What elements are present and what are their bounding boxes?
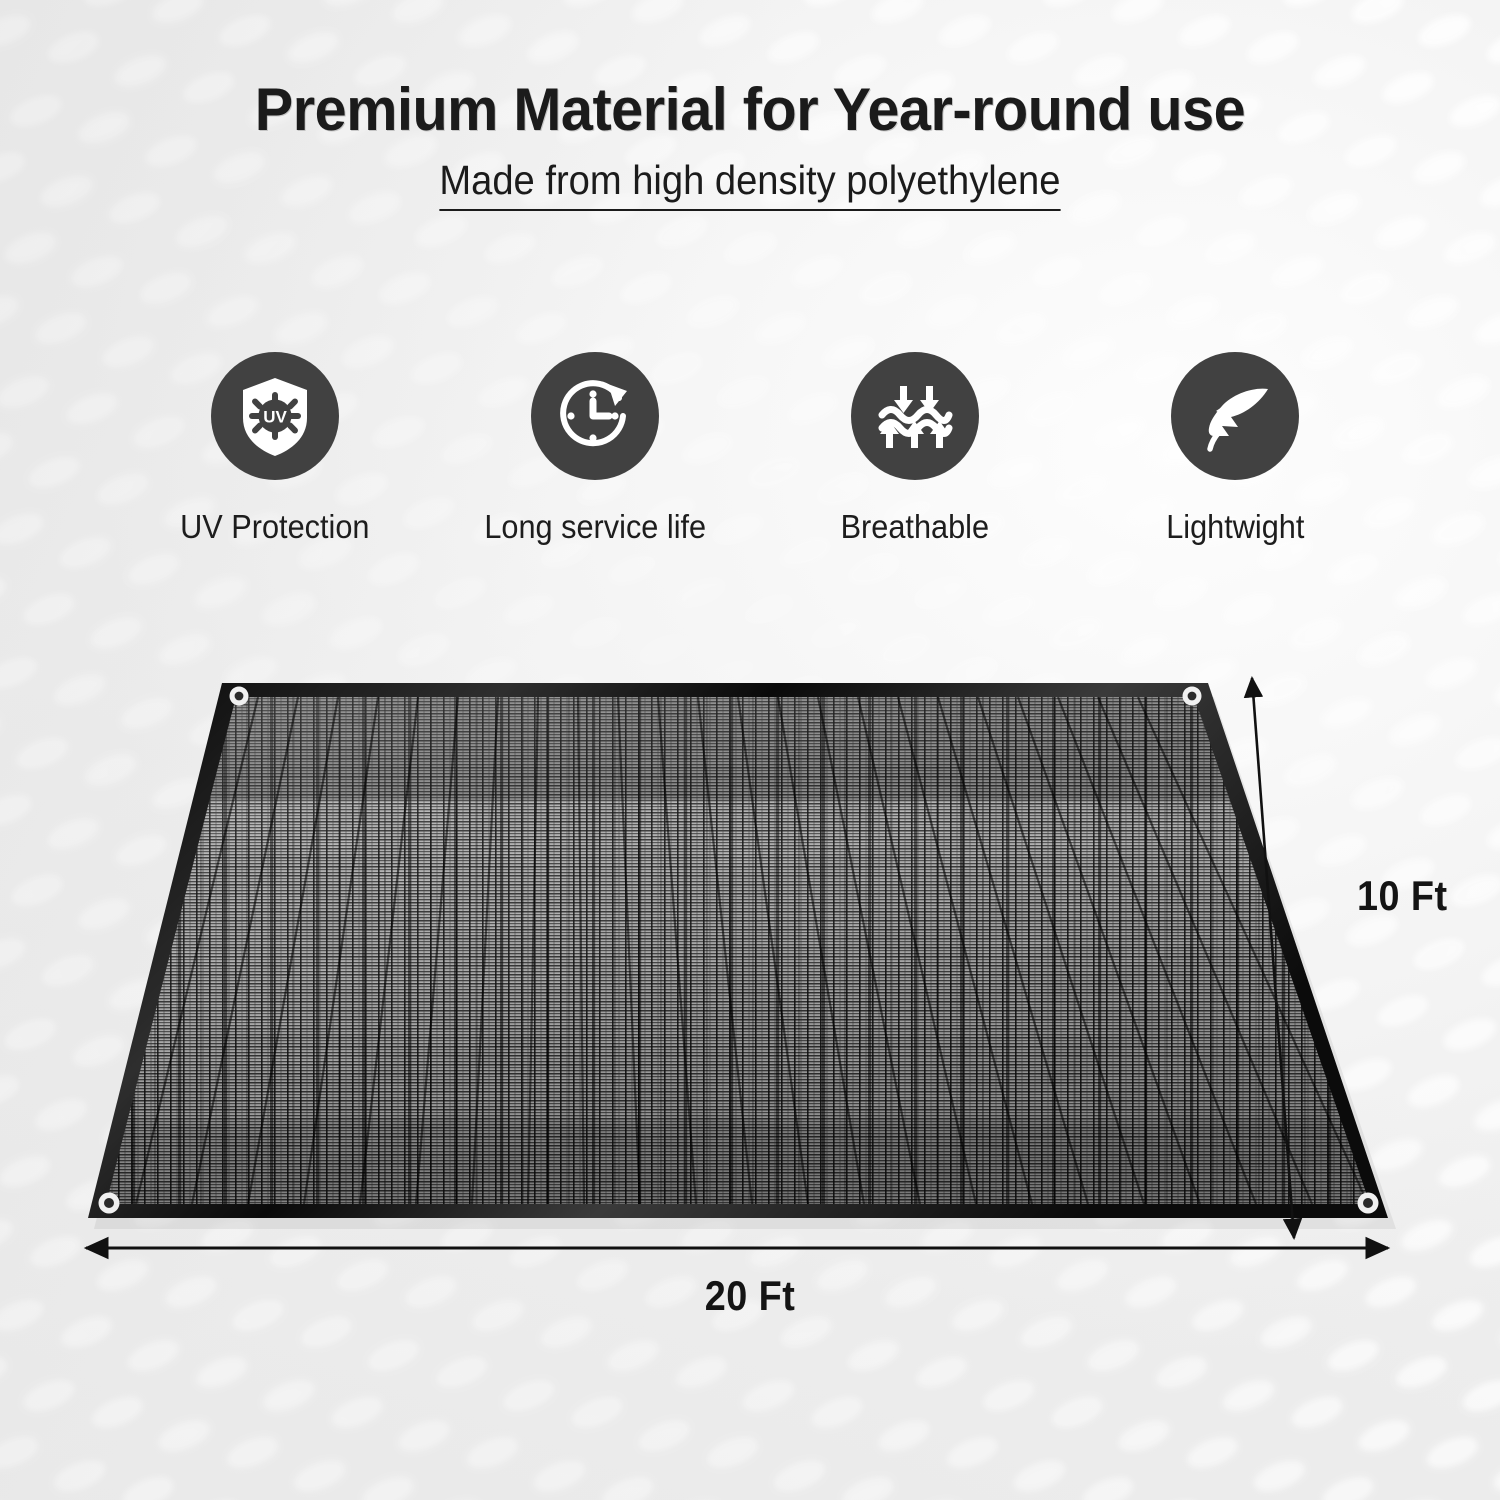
grommet-top-left <box>229 686 249 706</box>
feature-badge <box>851 352 979 480</box>
clock-arrow-icon <box>549 370 641 462</box>
dimension-label-width: 20 Ft <box>704 1272 796 1319</box>
header-block: Premium Material for Year-round use Made… <box>0 78 1500 211</box>
grommet-group <box>98 686 1379 1214</box>
feather-icon <box>1189 370 1281 462</box>
dimension-label-height: 10 Ft <box>1357 872 1448 919</box>
grommet-bottom-right <box>1357 1192 1379 1214</box>
feature-label: Breathable <box>840 508 990 545</box>
page-title: Premium Material for Year-round use <box>254 76 1246 143</box>
feature-label: Long service life <box>484 508 706 545</box>
feature-badge: UV <box>211 352 339 480</box>
feature-badge <box>1171 352 1299 480</box>
cloth-warp-lines <box>134 697 1370 1204</box>
grommet-top-right <box>1182 686 1202 706</box>
cloth-depth-shading <box>106 697 1370 1204</box>
airflow-waves-icon <box>869 370 961 462</box>
uv-shield-icon: UV <box>229 370 321 462</box>
grommet-bottom-left <box>98 1192 120 1214</box>
feature-list: UV UV Protection <box>150 352 1360 546</box>
feature-label: UV Protection <box>180 508 370 545</box>
uv-label: UV <box>263 408 287 427</box>
subtitle-wrap: Made from high density polyethylene <box>0 157 1500 211</box>
feature-item-long-service-life: Long service life <box>470 352 720 546</box>
product-image-shade-cloth <box>40 650 1460 1270</box>
feature-item-lightweight: Lightwight <box>1110 352 1360 546</box>
feature-item-uv-protection: UV UV Protection <box>150 352 400 546</box>
feature-item-breathable: Breathable <box>790 352 1040 546</box>
dimension-arrow-height <box>1243 676 1303 1240</box>
feature-label: Lightwight <box>1165 508 1305 545</box>
page-subtitle: Made from high density polyethylene <box>439 157 1061 211</box>
feature-badge <box>531 352 659 480</box>
